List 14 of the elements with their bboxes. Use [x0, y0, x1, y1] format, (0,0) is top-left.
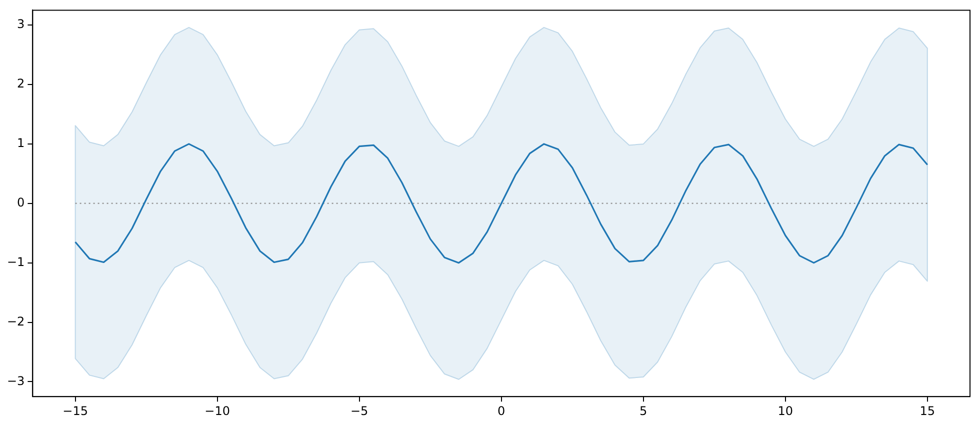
y-tick-label: 3 [17, 17, 25, 32]
y-tick-label: −1 [6, 254, 25, 269]
y-tick-label: 1 [17, 136, 25, 150]
x-tick-label: 0 [498, 404, 506, 418]
x-tick-label: −5 [350, 404, 368, 418]
y-tick-label: 0 [17, 196, 25, 210]
x-tick-label: 15 [920, 404, 936, 418]
y-tick-label: −2 [6, 314, 25, 328]
x-tick-label: 10 [778, 404, 794, 418]
x-tick-label: 5 [640, 404, 648, 418]
y-tick-label: −3 [6, 374, 25, 388]
y-tick-label: 2 [17, 76, 25, 91]
x-tick-label: −10 [204, 404, 230, 418]
x-tick-label: −15 [62, 404, 88, 418]
